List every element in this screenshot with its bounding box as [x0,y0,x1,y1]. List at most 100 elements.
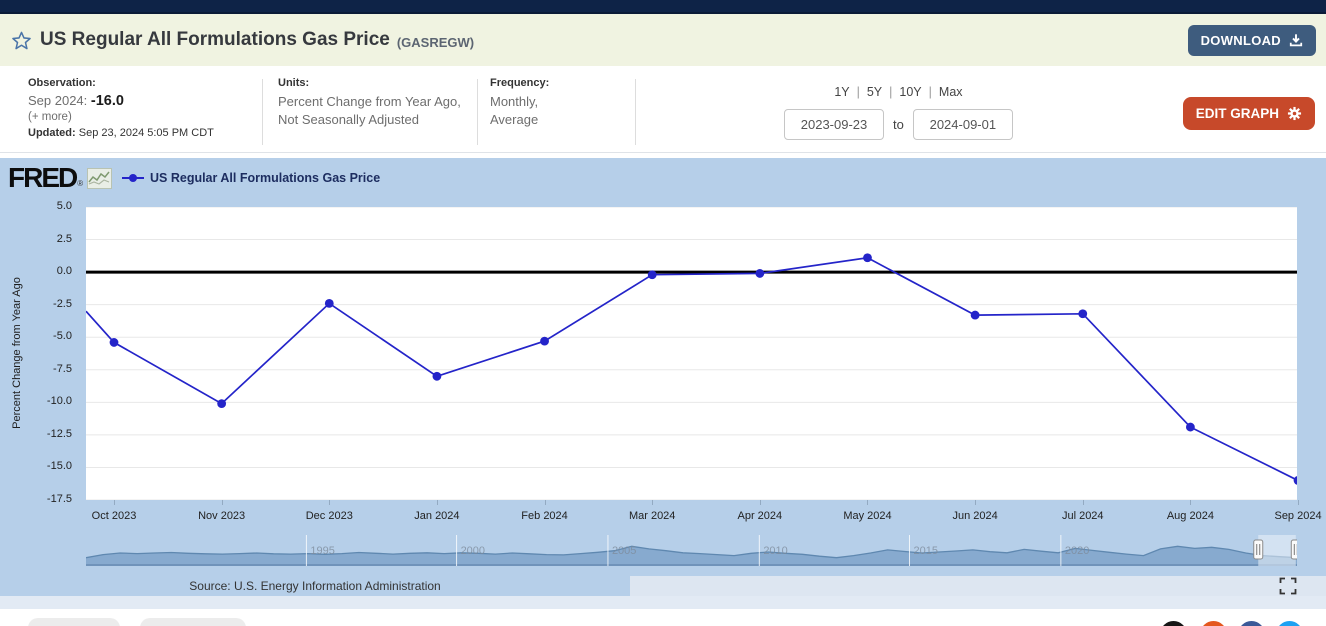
graph-container: FRED ® US Regular All Formulations Gas P… [0,158,1326,576]
x-axis-tick [652,500,654,505]
source-label: Source: U.S. Energy Information Administ… [189,579,441,593]
scrubber-area [86,546,1297,565]
legend-line-marker [122,174,144,182]
data-point[interactable] [217,399,227,409]
footer-button-stub[interactable] [140,618,246,626]
y-axis-tick-label: -5.0 [53,330,72,343]
units-line2: Not Seasonally Adjusted [278,112,419,128]
range-option-10y[interactable]: 10Y [899,85,922,99]
registered-mark: ® [77,179,84,188]
frequency-line1: Monthly, [490,94,539,109]
x-axis-tick [544,500,546,505]
fred-logo-text: FRED [8,162,78,193]
data-point[interactable] [647,270,657,280]
separator: | [889,85,893,99]
data-point[interactable] [432,371,442,381]
scrubber-canvas: 1995 2000 2005 2010 2015 2020 [85,535,1301,566]
y-axis-tick-label: 2.5 [56,232,72,245]
more-observations-link[interactable]: (+ more) [28,111,72,123]
observation-value-line: Sep 2024: -16.0 [28,93,262,109]
source-row: Source: U.S. Energy Information Administ… [0,576,1326,596]
site-top-bar [0,0,1326,14]
series-title-bar: US Regular All Formulations Gas Price (G… [0,14,1326,66]
x-axis-tick [329,500,331,505]
frequency-value: Monthly, Average [490,93,635,129]
date-range-scrubber[interactable]: 1995 2000 2005 2010 2015 2020 [85,535,1301,566]
x-icon[interactable] [1160,621,1187,626]
fullscreen-icon[interactable] [1279,577,1297,595]
x-axis-tick [1298,500,1300,505]
x-axis-tick-label: Sep 2024 [1274,510,1322,522]
data-point[interactable] [324,298,334,308]
x-axis-tick-label: Mar 2024 [628,510,676,522]
chart-canvas [85,206,1303,501]
download-button-label: DOWNLOAD [1200,32,1281,48]
footer-button-stub[interactable] [28,618,120,626]
x-axis-tick-label: Dec 2023 [305,510,353,522]
range-preset-links: 1Y | 5Y | 10Y | Max [834,85,962,99]
data-point[interactable] [970,310,980,320]
x-axis-tick [975,500,977,505]
units-panel: Units: Percent Change from Year Ago, Not… [263,77,477,152]
favorite-star-icon[interactable] [12,31,31,50]
bottom-strip [0,596,1326,609]
x-axis-tick-label: Feb 2024 [521,510,568,522]
observation-label: Observation: [28,77,96,89]
fred-logo[interactable]: FRED ® [8,162,113,193]
range-option-max[interactable]: Max [938,85,963,99]
page-title: US Regular All Formulations Gas Price [40,29,390,50]
y-axis-tick-label: -10.0 [46,395,72,408]
data-point[interactable] [755,269,765,278]
end-date-input[interactable] [912,109,1013,140]
scrubber-handle-left[interactable] [1253,539,1264,560]
x-axis-tick-label: Apr 2024 [737,510,783,522]
y-axis-tick-label: -15.0 [46,460,72,473]
reddit-icon[interactable] [1200,621,1227,626]
x-axis-tick-label: Jun 2024 [952,510,998,522]
frequency-label: Frequency: [490,77,550,89]
start-date-input[interactable] [784,109,884,140]
edit-graph-label: EDIT GRAPH [1195,106,1279,121]
scrubber-year-label: 2000 [461,545,485,557]
divider [635,79,636,145]
x-axis-tick [1190,500,1192,505]
facebook-icon[interactable] [1238,621,1265,626]
y-axis-tick-label: -2.5 [53,297,72,310]
chart-plot-area[interactable] [85,206,1303,501]
x-axis-tick-labels: Oct 2023 Nov 2023 Dec 2023 Jan 2024 Feb 2024… [86,510,1322,526]
y-axis-tick-label: -17.5 [46,493,72,505]
twitter-icon[interactable] [1276,621,1303,626]
data-point[interactable] [109,338,119,347]
separator: | [856,85,860,99]
observation-panel: Observation: Sep 2024: -16.0 (+ more) Up… [0,77,262,152]
data-point[interactable] [1293,476,1303,485]
data-point[interactable] [1078,309,1088,319]
download-button[interactable]: DOWNLOAD [1187,24,1316,56]
x-axis-tick [1082,500,1084,505]
gear-icon [1287,106,1302,121]
units-value: Percent Change from Year Ago, Not Season… [278,93,477,129]
date-range-controls: 1Y | 5Y | 10Y | Max to [784,77,1013,152]
frequency-line2: Average [490,112,539,128]
range-option-1y[interactable]: 1Y [834,85,850,99]
data-point[interactable] [863,253,872,263]
edit-graph-button[interactable]: EDIT GRAPH [1182,97,1315,130]
range-option-5y[interactable]: 5Y [866,85,883,99]
data-point[interactable] [540,336,549,346]
scrubber-year-label: 1995 [310,545,334,557]
y-axis-tick-label: -7.5 [53,362,72,375]
legend-item[interactable]: US Regular All Formulations Gas Price [122,171,380,185]
separator: | [928,85,932,99]
y-axis-tick-label: -12.5 [46,427,72,440]
x-axis-tick-label: Jan 2024 [414,510,460,522]
frequency-panel: Frequency: Monthly, Average [478,77,635,152]
x-axis-tick [867,500,869,505]
divider [262,79,263,145]
data-point[interactable] [1186,422,1195,432]
x-axis-tick-label: Jul 2024 [1061,510,1104,522]
updated-label: Updated: [28,127,79,139]
x-axis-tick [436,500,438,505]
observation-value: -16.0 [90,93,124,109]
download-icon [1289,34,1303,47]
units-line1: Percent Change from Year Ago, [278,94,461,109]
